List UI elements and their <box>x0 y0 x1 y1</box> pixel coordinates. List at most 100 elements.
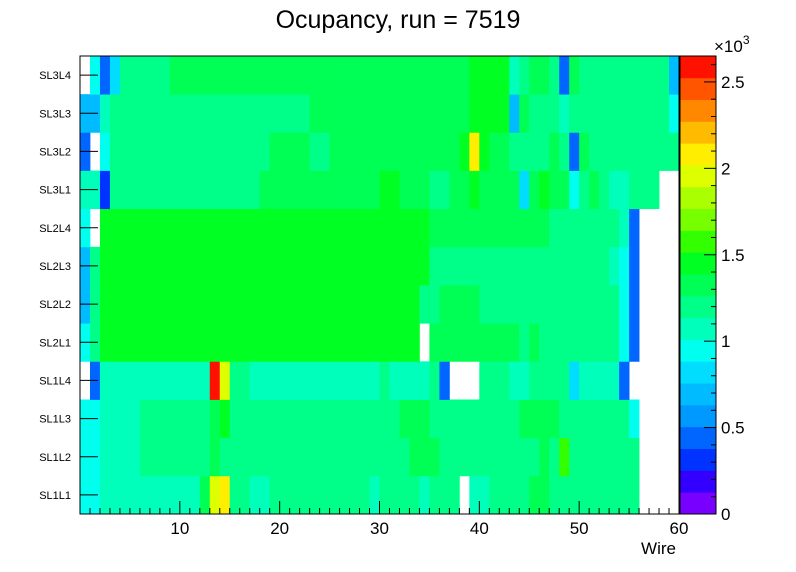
heatmap-cell <box>229 246 241 286</box>
heatmap-cell <box>149 246 161 286</box>
heatmap-cell <box>409 132 420 171</box>
heatmap-cell <box>109 475 121 515</box>
heatmap-cell <box>129 361 141 400</box>
heatmap-cell <box>429 361 440 400</box>
heatmap-cell <box>99 170 111 210</box>
heatmap-cell <box>219 475 231 515</box>
heatmap-cell <box>119 361 131 400</box>
heatmap-cell <box>349 132 360 171</box>
heatmap-cell <box>299 132 311 171</box>
heatmap-cell <box>319 208 330 248</box>
palette-swatch <box>680 165 716 188</box>
heatmap-cell <box>399 399 410 439</box>
heatmap-cell <box>419 246 430 286</box>
palette-swatch <box>680 77 716 101</box>
heatmap-cell <box>359 246 370 286</box>
heatmap-cell <box>589 361 600 400</box>
heatmap-cell <box>99 399 111 439</box>
z-tick-label: 0.5 <box>721 419 745 438</box>
heatmap-cell <box>279 56 291 95</box>
heatmap-cell <box>629 437 640 477</box>
x-tick-label: 60 <box>670 519 689 538</box>
heatmap-cell <box>189 399 201 439</box>
z-multiplier-base: ×10 <box>714 37 743 56</box>
heatmap-cell <box>109 246 121 286</box>
heatmap-cell <box>509 208 520 248</box>
heatmap-cell <box>509 323 520 362</box>
heatmap-cell <box>619 56 630 95</box>
heatmap-cell <box>179 208 191 248</box>
heatmap-cell <box>559 208 570 248</box>
palette-swatch <box>680 186 716 210</box>
heatmap-cell <box>589 475 600 515</box>
heatmap-cell <box>569 56 580 95</box>
heatmap-cell <box>599 323 610 362</box>
heatmap-cell <box>529 56 540 95</box>
heatmap-cell <box>409 323 420 362</box>
heatmap-cell <box>429 56 440 95</box>
heatmap-cell <box>329 170 340 210</box>
heatmap-cell <box>459 170 470 210</box>
heatmap-cell <box>239 208 251 248</box>
heatmap-cell <box>609 94 620 133</box>
heatmap-cell <box>599 56 610 95</box>
heatmap-cell <box>109 285 121 324</box>
heatmap-cell <box>429 94 440 133</box>
heatmap-cell <box>629 94 640 133</box>
heatmap-cell <box>169 323 181 362</box>
heatmap-cell <box>399 437 410 477</box>
heatmap-cell <box>509 170 520 210</box>
heatmap-cell <box>509 361 520 400</box>
heatmap-cell <box>319 170 330 210</box>
palette-swatch <box>680 339 716 362</box>
heatmap-cell <box>119 475 131 515</box>
heatmap-cell <box>409 170 420 210</box>
heatmap-cell <box>169 208 181 248</box>
heatmap-cell <box>209 246 221 286</box>
heatmap-cell <box>269 285 281 324</box>
heatmap-cell <box>289 208 301 248</box>
heatmap-cell <box>259 170 271 210</box>
heatmap-cell <box>599 361 610 400</box>
heatmap-cell <box>639 170 650 210</box>
heatmap-cell <box>279 132 291 171</box>
heatmap-cell <box>539 361 550 400</box>
heatmap-cell <box>519 94 530 133</box>
heatmap-cell <box>609 208 620 248</box>
heatmap-cell <box>349 208 360 248</box>
heatmap-cell <box>189 285 201 324</box>
heatmap-cell <box>269 208 281 248</box>
heatmap-cell <box>159 208 171 248</box>
palette-swatch <box>680 470 716 493</box>
heatmap-cell <box>189 437 201 477</box>
heatmap-cell <box>239 399 251 439</box>
heatmap-cell <box>439 170 450 210</box>
heatmap-cell <box>609 475 620 515</box>
heatmap-cell <box>479 132 490 171</box>
heatmap-cell <box>229 475 241 515</box>
heatmap-cell <box>109 399 121 439</box>
heatmap-cell <box>469 475 480 515</box>
heatmap-cell <box>119 56 131 95</box>
heatmap-cell <box>599 170 610 210</box>
heatmap-cell <box>359 56 370 95</box>
heatmap-cell <box>479 56 490 95</box>
heatmap-cell <box>219 208 231 248</box>
y-tick-label: SL1L1 <box>39 490 71 502</box>
heatmap-cell <box>489 170 500 210</box>
heatmap-cell <box>449 94 460 133</box>
heatmap-cell <box>499 246 510 286</box>
heatmap-cell <box>359 475 370 515</box>
heatmap-cell <box>599 208 610 248</box>
heatmap-cell <box>209 475 221 515</box>
heatmap-cell <box>279 208 291 248</box>
heatmap-cell <box>459 208 470 248</box>
heatmap-cell <box>99 94 111 133</box>
heatmap-cell <box>379 475 390 515</box>
heatmap-cell <box>489 208 500 248</box>
heatmap-cell <box>209 437 221 477</box>
heatmap-cell <box>249 475 261 515</box>
heatmap-cell <box>669 132 680 171</box>
heatmap-cell <box>529 399 540 439</box>
heatmap-cell <box>209 170 221 210</box>
